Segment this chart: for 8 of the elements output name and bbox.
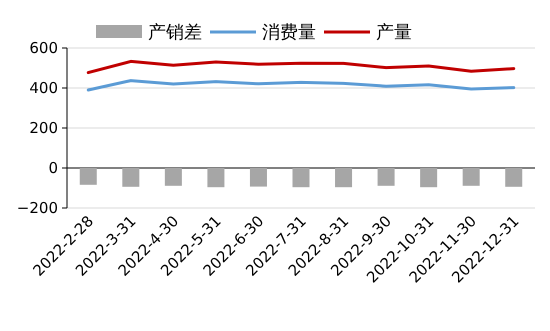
legend-label: 产量	[376, 22, 412, 43]
legend-label: 消费量	[262, 22, 316, 43]
legend-label: 产销差	[148, 22, 202, 43]
y-tick-label: 0	[48, 159, 58, 177]
y-tick-label: 600	[29, 39, 58, 57]
y-tick-label: 400	[29, 79, 58, 97]
y-tick-label: 200	[29, 119, 58, 137]
y-tick-label: −200	[16, 199, 58, 217]
